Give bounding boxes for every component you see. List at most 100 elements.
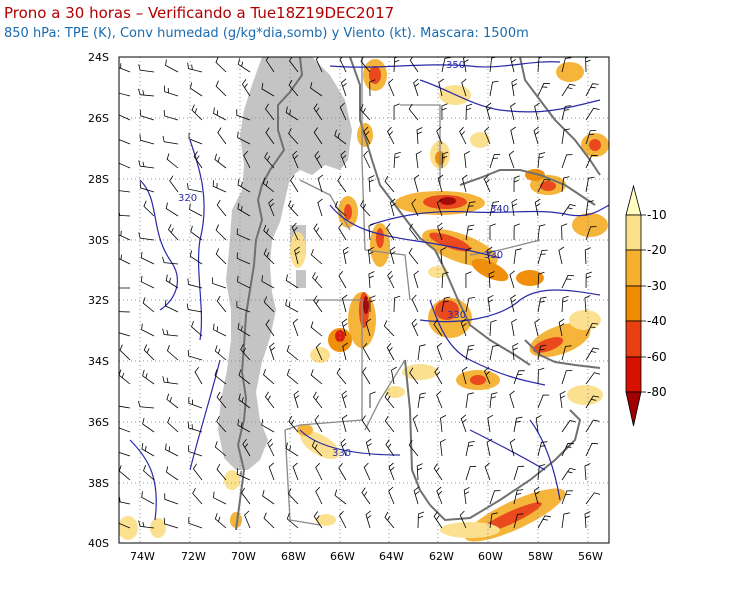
wind-barb <box>119 63 131 73</box>
wind-barb <box>585 200 594 217</box>
wind-barb <box>341 414 348 433</box>
wind-barb <box>315 486 323 505</box>
wind-barb <box>489 153 501 169</box>
wind-barb <box>513 248 522 265</box>
legend-swatch <box>625 285 642 322</box>
wind-barb <box>362 367 371 385</box>
wind-barb <box>288 415 299 433</box>
province-borders <box>284 57 541 526</box>
wind-barb <box>264 152 275 169</box>
wind-barb <box>142 369 155 385</box>
wind-barb <box>292 318 299 337</box>
wind-barb <box>119 190 131 193</box>
wind-barb <box>312 391 323 409</box>
wind-barb <box>237 322 251 337</box>
wind-barb <box>561 274 575 289</box>
wind-barb <box>561 420 576 433</box>
wind-barb <box>214 153 227 169</box>
wind-barb <box>162 135 179 145</box>
wind-barb <box>186 303 203 313</box>
wind-barb <box>285 299 299 313</box>
wind-barb <box>119 230 131 241</box>
wind-barb <box>361 487 371 505</box>
wind-barb <box>217 127 227 145</box>
wind-barb <box>138 400 155 409</box>
wind-barb <box>412 414 419 433</box>
wind-barb <box>511 318 517 337</box>
wind-barb <box>268 462 275 481</box>
wind-barb <box>584 463 591 481</box>
wind-barb <box>340 150 347 169</box>
lat-label: 28S <box>88 173 109 186</box>
wind-barb <box>138 520 155 529</box>
wind-barb <box>561 176 570 193</box>
wind-barb <box>216 295 227 313</box>
wind-barb <box>510 57 516 73</box>
wind-barb <box>461 366 468 385</box>
wind-barb <box>511 78 518 97</box>
wind-barb <box>292 150 299 169</box>
wind-barb <box>263 296 275 313</box>
wind-barb <box>312 272 323 289</box>
wind-barb <box>489 512 498 529</box>
wind-barb <box>535 414 542 433</box>
wind-barb <box>119 311 131 313</box>
wind-barb <box>537 344 547 361</box>
wind-barb <box>162 376 179 385</box>
wind-barb <box>464 151 470 169</box>
wind-barb <box>489 344 499 361</box>
wind-barb <box>242 439 251 457</box>
wind-barb <box>165 274 179 289</box>
wind-barb <box>317 174 324 193</box>
wind-barb <box>537 179 551 193</box>
wind-barb <box>438 78 445 97</box>
wind-barb <box>417 392 427 409</box>
legend-swatch <box>625 356 642 393</box>
wind-barb <box>213 323 227 337</box>
legend-label: -20 <box>647 243 667 257</box>
wind-barb <box>365 318 372 337</box>
wind-barb <box>408 439 419 457</box>
wind-barb <box>285 106 299 121</box>
wind-barb <box>513 223 520 241</box>
wind-barb <box>487 414 494 433</box>
wind-barb <box>237 58 251 73</box>
wind-barb <box>465 344 475 361</box>
wind-barb <box>287 488 299 505</box>
wind-barb <box>393 57 400 73</box>
wind-barb <box>286 513 299 529</box>
wind-barb <box>162 256 179 265</box>
wind-barb <box>119 332 131 337</box>
wind-barb <box>236 468 251 481</box>
wind-barb <box>313 103 323 121</box>
wind-barb <box>166 153 179 169</box>
wind-barb <box>262 177 275 193</box>
wind-barb <box>558 246 565 265</box>
wind-barb <box>167 416 179 433</box>
wind-barb <box>384 415 395 433</box>
wind-barb <box>391 366 397 385</box>
lat-lon-grid <box>119 57 609 543</box>
wind-barb <box>165 443 179 457</box>
wind-barb <box>119 139 131 145</box>
wind-barb <box>513 489 524 505</box>
wind-barb <box>340 78 347 97</box>
wind-barb <box>166 393 179 409</box>
map-title: Prono a 30 horas – Verificando a Tue18Z1… <box>4 4 395 22</box>
wind-barb <box>187 349 203 361</box>
wind-barb <box>188 132 203 145</box>
wind-barb <box>561 512 570 529</box>
wind-barb <box>533 126 540 145</box>
wind-barb <box>338 223 347 241</box>
wind-barb <box>216 416 227 433</box>
wind-barb <box>388 462 395 481</box>
wind-barb <box>165 466 179 481</box>
wind-barb <box>510 294 516 313</box>
wind-barb <box>310 321 323 337</box>
wind-barb <box>465 103 473 121</box>
wind-barb <box>162 328 179 337</box>
wind-barb <box>463 57 469 73</box>
wind-barb <box>163 109 179 121</box>
wind-barb <box>465 297 475 313</box>
wind-barb <box>237 178 251 193</box>
